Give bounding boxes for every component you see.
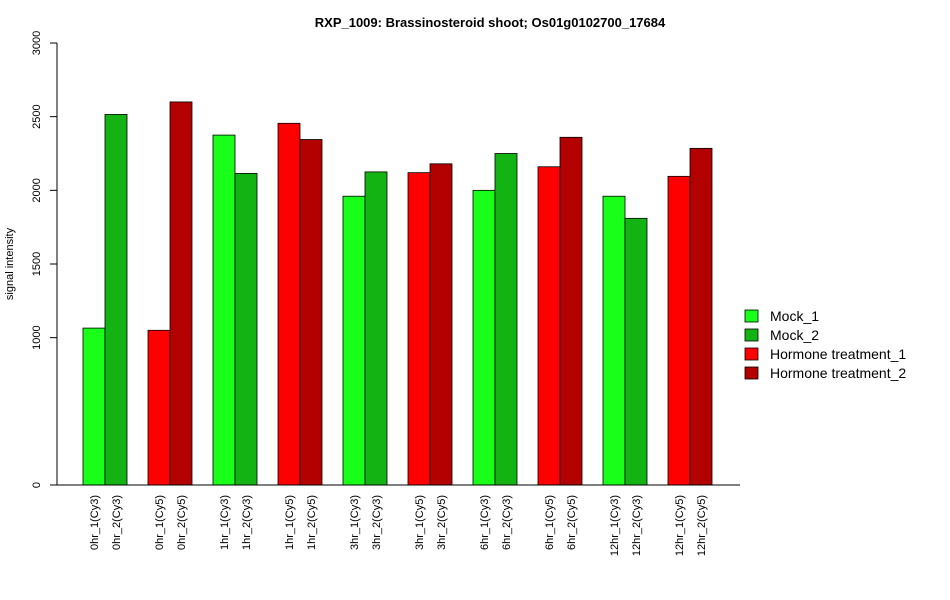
x-tick-label: 6hr_2(Cy3)	[501, 495, 513, 550]
bar	[82, 327, 106, 486]
legend-swatch	[744, 309, 759, 323]
y-tick-label: 2500	[31, 104, 43, 128]
y-tick-label: 0	[31, 482, 43, 488]
legend: Mock_1 Mock_2 Hormone treatment_1 Hormone t…	[744, 308, 906, 381]
bar	[537, 166, 561, 486]
bar	[364, 171, 388, 486]
x-tick-label: 0hr_2(Cy3)	[111, 495, 123, 550]
x-tick-label: 6hr_2(Cy5)	[566, 495, 578, 550]
bar	[667, 175, 691, 486]
bar	[624, 217, 648, 486]
x-tick-label: 12hr_1(Cy5)	[674, 495, 686, 556]
legend-label: Hormone treatment_1	[770, 346, 906, 362]
bar	[602, 195, 626, 486]
x-tick-label: 12hr_2(Cy3)	[631, 495, 643, 556]
chart-title: RXP_1009: Brassinosteroid shoot; Os01g01…	[315, 15, 666, 30]
legend-label: Mock_1	[770, 308, 819, 324]
bar	[299, 139, 323, 486]
x-tick-label: 1hr_2(Cy3)	[241, 495, 253, 550]
bar	[689, 147, 713, 486]
bar	[407, 172, 431, 486]
legend-label: Hormone treatment_2	[770, 365, 906, 381]
y-axis-label: signal intensity	[4, 227, 16, 300]
x-tick-label: 6hr_1(Cy3)	[479, 495, 491, 550]
legend-label: Mock_2	[770, 327, 819, 343]
y-axis: 0 1000 1500 2000 2500 3000	[31, 31, 58, 488]
legend-swatch	[744, 347, 759, 361]
bar	[104, 114, 128, 486]
legend-swatch	[744, 366, 759, 380]
y-tick-label: 1000	[31, 325, 43, 349]
x-tick-label: 3hr_1(Cy5)	[414, 495, 426, 550]
x-tick-label: 6hr_1(Cy5)	[544, 495, 556, 550]
bar	[147, 329, 171, 486]
bar	[234, 172, 258, 486]
x-tick-label: 3hr_2(Cy3)	[371, 495, 383, 550]
y-tick-label: 1500	[31, 252, 43, 276]
legend-swatch	[744, 328, 759, 342]
bar	[494, 153, 518, 486]
bar	[429, 163, 453, 486]
x-tick-label: 12hr_2(Cy5)	[696, 495, 708, 556]
bar	[212, 134, 236, 486]
x-tick-label: 3hr_1(Cy3)	[349, 495, 361, 550]
bar	[169, 101, 193, 486]
bar	[277, 122, 301, 486]
bar	[472, 189, 496, 486]
x-tick-label: 3hr_2(Cy5)	[436, 495, 448, 550]
x-tick-label: 0hr_1(Cy3)	[89, 495, 101, 550]
y-tick-label: 2000	[31, 178, 43, 202]
x-tick-label: 1hr_2(Cy5)	[306, 495, 318, 550]
bar	[559, 136, 583, 486]
x-axis: 0hr_1(Cy3) 0hr_2(Cy3) 0hr_1(Cy5) 0hr_2(Cy5)…	[57, 484, 740, 556]
y-tick-label: 3000	[31, 31, 43, 55]
x-tick-label: 1hr_1(Cy5)	[284, 495, 296, 550]
x-tick-label: 0hr_2(Cy5)	[176, 495, 188, 550]
x-tick-label: 12hr_1(Cy3)	[609, 495, 621, 556]
x-tick-label: 0hr_1(Cy5)	[154, 495, 166, 550]
bars	[82, 101, 713, 486]
x-tick-label: 1hr_1(Cy3)	[219, 495, 231, 550]
bar	[342, 195, 366, 486]
